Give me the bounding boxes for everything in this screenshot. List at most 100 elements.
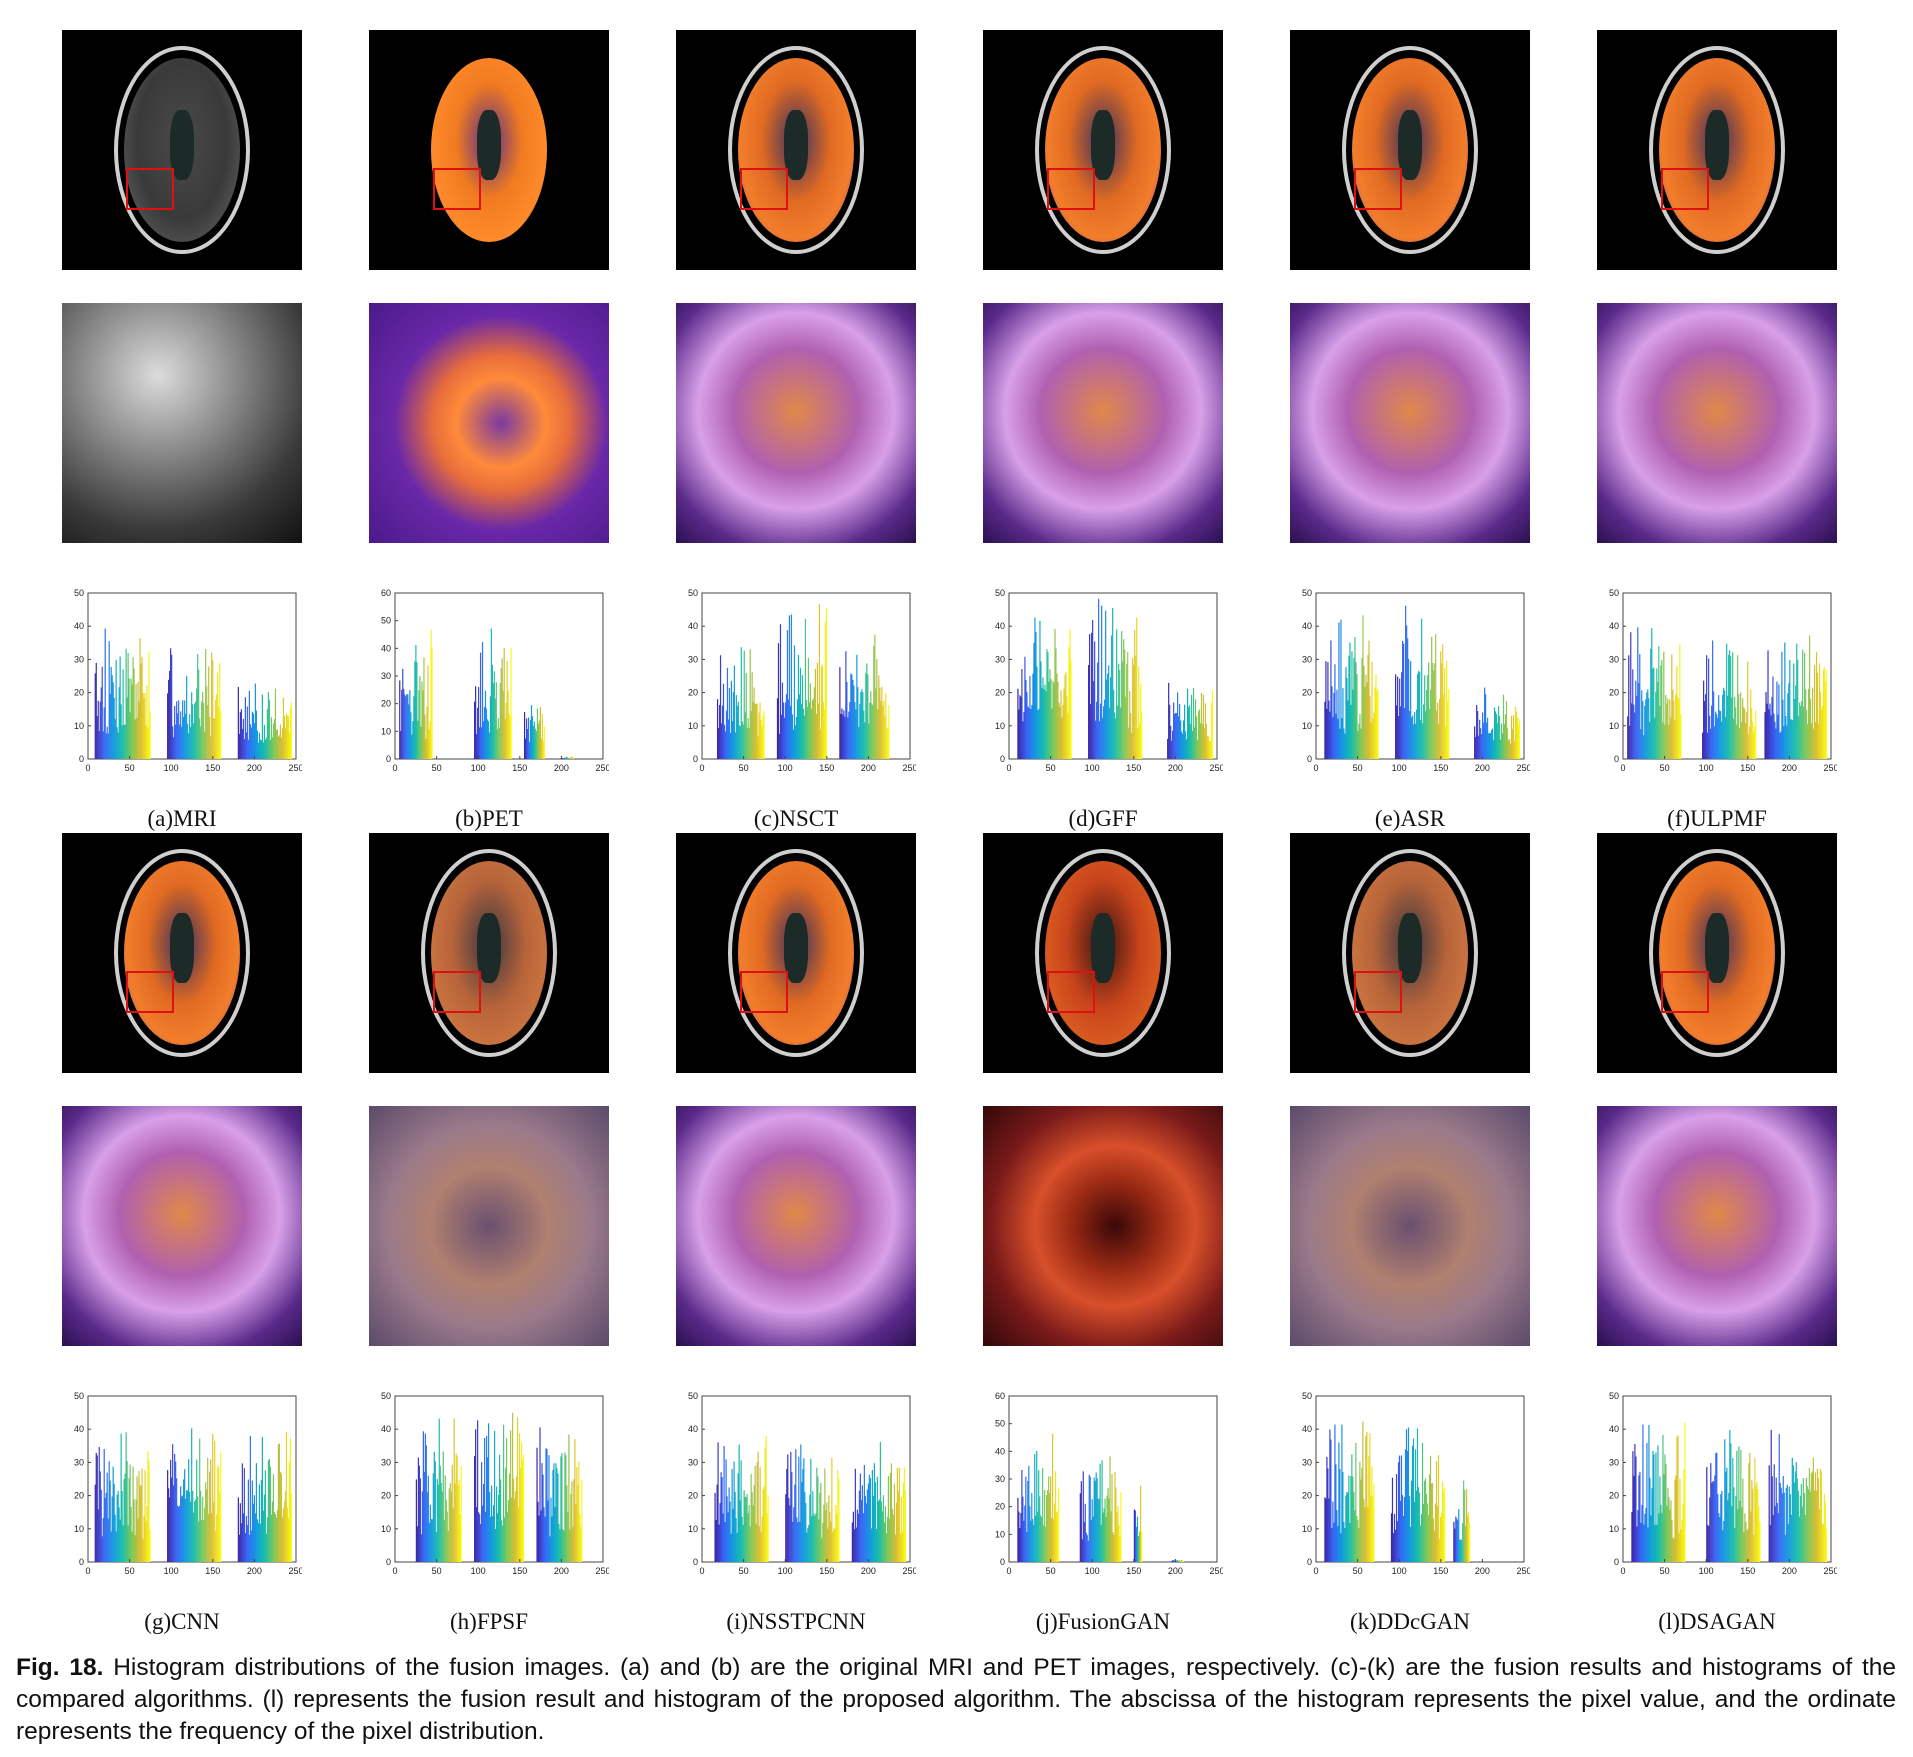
histogram-bar-1-44: [1434, 1503, 1437, 1562]
histogram-bar-0-25: [1652, 668, 1654, 759]
histogram-bar-2-33: [872, 704, 874, 759]
histogram-bar-2-47: [1810, 723, 1813, 759]
histogram-bar-0-20: [114, 1514, 116, 1562]
ventricle: [170, 913, 194, 983]
histogram-bar-1-28: [501, 1525, 504, 1562]
histogram-bar-2-23: [874, 1482, 876, 1562]
histogram-bar-2-16: [1489, 733, 1492, 759]
y-tick-label: 10: [1302, 721, 1312, 731]
histogram-bar-2-5: [1479, 719, 1481, 759]
histogram-bar-2-32: [568, 1434, 570, 1562]
histogram-bar-1-40: [207, 1457, 209, 1562]
histogram-bar-1-34: [810, 708, 813, 759]
histogram-bar-2-33: [270, 1514, 273, 1562]
histogram-bar-1-50: [1756, 1481, 1758, 1562]
histogram-bar-2-27: [264, 1470, 266, 1562]
histogram-bar-2-37: [888, 1518, 891, 1562]
histogram-bar-0-51: [765, 1436, 767, 1562]
histogram-bar-0-36: [1360, 1479, 1362, 1562]
histogram-bar-2-52: [289, 707, 292, 759]
histogram-bar-1-40: [207, 705, 209, 759]
histogram-bar-0-18: [112, 682, 114, 759]
histogram-bar-1-7: [481, 1462, 483, 1562]
histogram-bar-0-48: [1679, 1478, 1681, 1562]
histogram-bar-1-17: [1719, 710, 1721, 759]
histogram-bar-0-1: [717, 727, 720, 759]
histogram-bar-1-37: [1739, 728, 1741, 759]
histogram-bar-1-39: [206, 1489, 208, 1562]
histogram-bar-1-47: [832, 1532, 834, 1562]
histogram-bar-0-44: [138, 1470, 140, 1562]
histogram-bar-1-28: [195, 1499, 197, 1562]
histogram-bar-2-17: [553, 1463, 555, 1562]
histogram-bar-0-26: [425, 738, 427, 759]
histogram-bar-0-27: [121, 725, 123, 759]
histogram-bar-2-15: [252, 1503, 254, 1562]
histogram-bar-0-18: [1342, 1472, 1344, 1562]
histogram-bar-2-41: [278, 734, 281, 759]
histogram-bar-2-32: [1198, 709, 1201, 759]
histogram-bar-1-45: [830, 1521, 832, 1562]
histogram-bar-0-50: [144, 1470, 146, 1562]
histogram-bar-0-19: [1036, 1451, 1038, 1562]
histogram-bar-2-50: [901, 1531, 904, 1562]
histogram-bar-0-6: [1023, 711, 1025, 759]
histogram-bar-0-19: [733, 1461, 735, 1562]
skull-outline: [728, 849, 864, 1057]
histogram-bar-0-13: [107, 733, 109, 759]
histogram-bar-2-23: [1787, 693, 1789, 759]
histogram-bar-1-39: [206, 686, 208, 759]
histogram-bar-2-20: [1784, 642, 1786, 759]
histogram-bar-1-11: [484, 690, 487, 759]
histogram-bar-1-20: [1410, 1480, 1413, 1562]
histogram-bar-1-32: [817, 1476, 819, 1562]
histogram-bar-2-21: [258, 732, 260, 759]
histogram-bar-2-12: [863, 1464, 865, 1562]
histogram-bar-1-21: [494, 698, 496, 759]
x-tick-label: 0: [1313, 1566, 1318, 1576]
x-tick-label: 150: [819, 763, 834, 773]
histogram-bar-1-17: [1096, 1478, 1098, 1562]
x-tick-label: 50: [432, 763, 442, 773]
histogram-bar-1-43: [1745, 723, 1747, 759]
histogram-bar-0-16: [1340, 1533, 1342, 1562]
histogram-bar-2-42: [881, 686, 883, 759]
histogram-bar-0-20: [435, 1531, 437, 1562]
histogram-bar-1-44: [211, 1512, 213, 1562]
histogram-bar-2-44: [580, 1526, 582, 1562]
histogram-bar-1-0: [474, 1456, 476, 1562]
histogram-bar-0-13: [107, 1518, 109, 1562]
histogram-bar-2-45: [581, 1479, 583, 1562]
histogram-bar-0-9: [1026, 1531, 1028, 1562]
histogram-bar-0-40: [1364, 1507, 1366, 1562]
histogram-bar-1-23: [808, 1524, 810, 1562]
histogram-bar-0-22: [738, 725, 740, 759]
histogram-bar-0-23: [1040, 661, 1042, 759]
histogram-bar-1-11: [1717, 1494, 1719, 1562]
histogram-bar-2-39: [1205, 723, 1208, 759]
histogram-bar-1-7: [1095, 720, 1097, 759]
histogram-bar-1-36: [1431, 636, 1433, 759]
histogram-bar-0-17: [416, 662, 418, 759]
histogram-bar-0-35: [1662, 722, 1664, 759]
histogram-bar-1-49: [1755, 1485, 1757, 1562]
histogram-bar-1-4: [1394, 1529, 1397, 1562]
histogram-bar-0-41: [1365, 674, 1367, 759]
histogram-bar-2-5: [242, 1513, 244, 1562]
x-tick-label: 200: [247, 763, 262, 773]
histogram-bar-2-38: [889, 1472, 892, 1562]
histogram-bar-0-48: [762, 1489, 764, 1562]
histogram-bar-0-33: [1357, 730, 1359, 759]
histogram-bar-0-2: [96, 1455, 98, 1562]
histogram-bar-2-49: [888, 705, 890, 759]
y-tick-label: 0: [1307, 754, 1312, 764]
histogram-bar-1-7: [1397, 1462, 1400, 1562]
histogram-bar-1-52: [1754, 726, 1756, 759]
histogram-bar-0-13: [1337, 718, 1339, 759]
histogram-bar-0-39: [1666, 703, 1668, 759]
histogram-bar-0-22: [1039, 1496, 1041, 1562]
histogram-bar-1-33: [809, 683, 812, 759]
histogram-bar-1-24: [1730, 1443, 1732, 1562]
histogram-bar-0-25: [119, 1519, 121, 1562]
